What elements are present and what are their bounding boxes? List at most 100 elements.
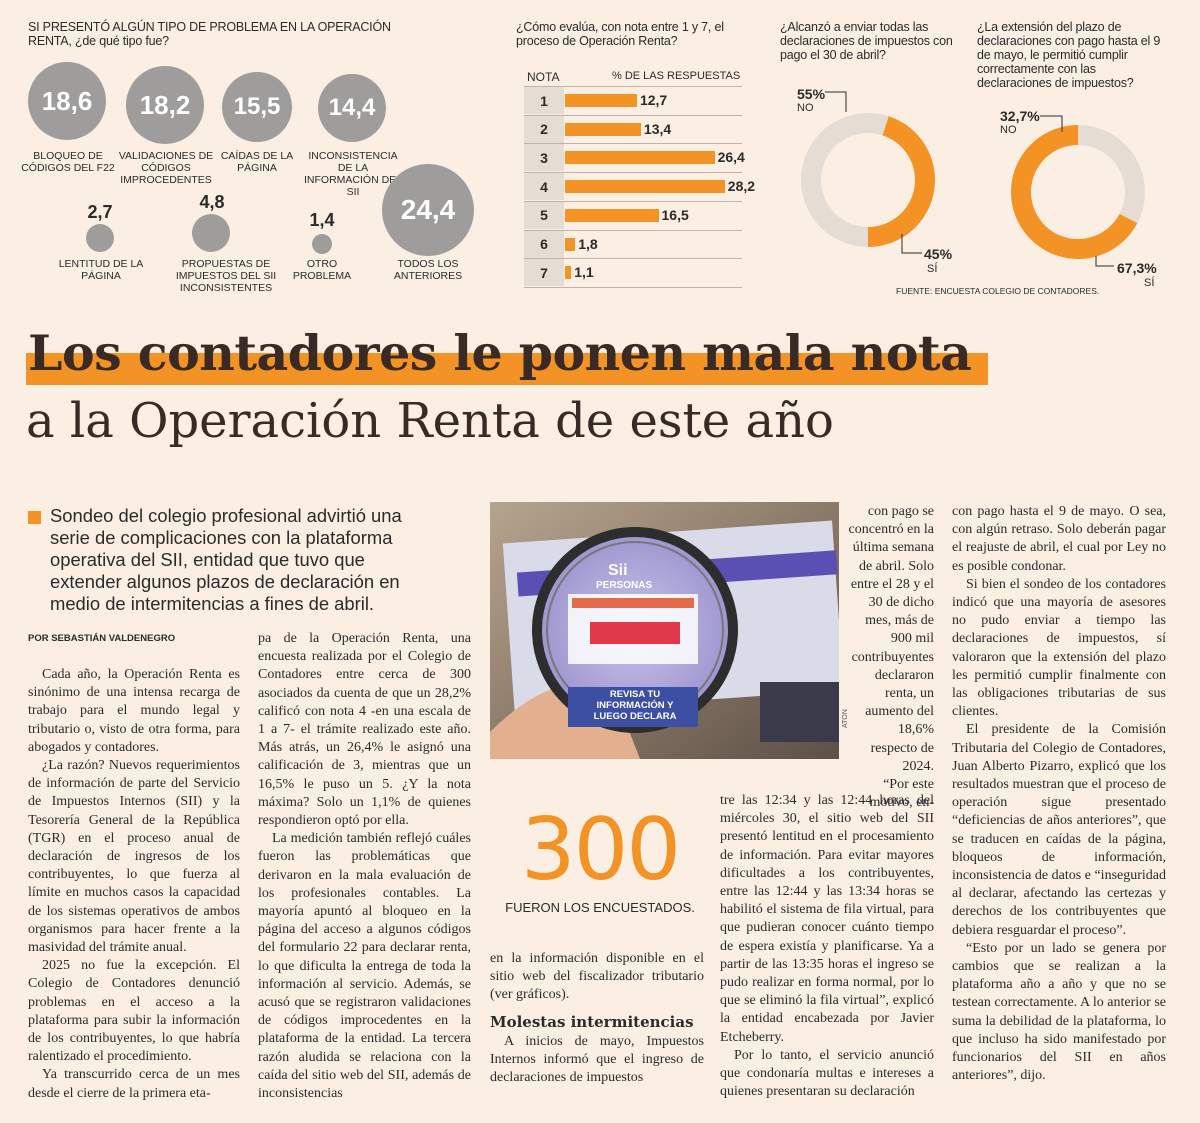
bar [565,151,715,165]
byline: POR SEBASTIÁN VALDENEGRO [28,633,176,644]
photo-illustration [490,502,839,759]
stat-value: 300 [520,800,681,900]
grades-pct-header: % DE LAS RESPUESTAS [612,70,741,82]
bar-value-label: 1,1 [574,264,594,281]
leader-lines [1040,115,1114,267]
donut-april-no-label: NO [797,102,814,114]
bubble-label: OTRO PROBLEMA [292,258,352,282]
grade-label: 2 [524,115,564,143]
bubble-label: TODOS LOS ANTERIORES [393,258,463,282]
screen-brand: Sii [608,562,628,579]
stat-caption: FUERON LOS ENCUESTADOS. [505,900,695,915]
donut-slice [1078,125,1145,224]
body-paragraph: 2025 no fue la excepción. El Colegio de … [28,958,240,1065]
body-column-4: tre las 12:34 y las 12:44 horas del miér… [720,792,934,1101]
screen-tab: PERSONAS [596,580,653,591]
donut-slice [868,116,935,248]
donut-april-title: ¿Alcanzó a enviar todas las declaracione… [780,20,953,62]
bubble-value: 4,8 [199,192,225,212]
bubble-dot [192,214,230,252]
body-paragraph: Por lo tanto, el servicio anunció que co… [720,1047,934,1100]
grade-label: 5 [524,201,564,229]
donut-april-yes-label: SÍ [927,263,938,275]
grades-bar-chart: NOTA % DE LAS RESPUESTAS 1 12,7 2 13,4 3 26,4… [524,68,755,288]
problems-title: SI PRESENTÓ ALGÚN TIPO DE PROBLEMA EN LA… [28,20,391,48]
bubble-value: 15,5 [222,72,292,142]
body-column-1: Cada año, la Operación Renta es sinónimo… [28,666,240,1103]
bar-row: 6 1,8 [524,229,742,258]
bubble-label: PROPUESTAS DE IMPUESTOS DEL SII INCONSIS… [175,258,277,294]
bubble-value: 18,6 [28,62,106,140]
body-paragraph: A inicios de mayo, Impuestos Internos in… [490,1033,704,1086]
bubble-label: INCONSISTENCIA DE LA INFORMACIÓN DEL SII [303,150,402,198]
magnifier-photo: Sii PERSONAS REVISA TU INFORMACIÓN Y LUE… [490,502,839,759]
body-paragraph: “Por este motivo, en- [869,777,934,811]
bar-row: 1 12,7 [524,86,742,114]
bubble-value: 24,4 [382,164,474,256]
body-paragraph: tre las 12:34 y las 12:44 horas del miér… [720,793,934,1045]
bubble-value: 2,7 [87,202,113,222]
bar-value-label: 1,8 [578,235,598,252]
donut-slice [1011,125,1138,259]
grade-label: 6 [524,230,564,258]
donut-april-no-value: 55% [797,86,826,102]
bar-row: 5 16,5 [524,200,742,229]
bubble-label: VALIDACIONES DE CÓDIGOS IMPROCEDENTES [118,150,214,186]
donut-may-no-label: NO [1000,124,1017,136]
bar-value-label: 13,4 [643,120,672,137]
donut-may-chart [1011,125,1145,259]
body-column-4-top: con pago se concentró en la última seman… [848,503,934,812]
body-paragraph: El presidente de la Comisión Tributaria … [952,722,1166,938]
bubble-value: 14,4 [318,74,386,142]
body-paragraph: con pago se concentró en la última seman… [848,504,934,774]
bar [565,180,725,194]
bubble-label: BLOQUEO DE CÓDIGOS DEL F22 [21,150,115,174]
bubble-value: 1,4 [309,210,335,230]
subheading: Molestas intermitencias [490,1012,694,1031]
source-note: FUENTE: ENCUESTA COLEGIO DE CONTADORES. [896,286,1100,296]
headline-line-2: a la Operación Renta de este año [26,393,834,449]
bar-value-label: 28,2 [727,178,756,195]
donut-may-title: ¿La extensión del plazo de declaraciones… [977,20,1161,90]
body-column-3: en la información disponible en el sitio… [490,950,704,1087]
bar-row: 4 28,2 [524,172,755,201]
body-paragraph: Si bien el sondeo de los contadores indi… [952,576,1166,720]
body-column-5: con pago hasta el 9 de mayo. O sea, con … [952,503,1166,1086]
body-paragraph: Cada año, la Operación Renta es sinónimo… [28,667,240,755]
donut-april-yes-value: 45% [924,246,953,262]
grade-label: 4 [524,173,564,201]
bubble-label: CAÍDAS DE LA PÁGINA [220,150,294,174]
grade-label: 3 [524,144,564,172]
body-paragraph: ¿La razón? Nuevos requerimientos de info… [28,758,240,956]
bar [565,94,637,107]
leader-lines [825,91,922,254]
bar-value-label: 16,5 [661,206,689,223]
bar [565,122,641,136]
bar-row: 2 13,4 [524,114,742,143]
lead-paragraph: Sondeo del colegio profesional advirtió … [50,505,402,614]
bar-row: 7 1,1 [524,258,742,287]
lead-bullet [28,511,41,524]
grade-label: 7 [524,259,564,287]
body-paragraph: con pago hasta el 9 de mayo. O sea, con … [952,504,1166,574]
screen-banner: REVISA TU INFORMACIÓN Y LUEGO DECLARA [593,689,677,722]
body-paragraph: Ya transcurrido cerca de un mes desde el… [28,1067,240,1101]
grade-label: 1 [524,87,564,114]
donut-may-yes-label: SÍ [1144,277,1155,289]
bar-row-end [524,286,742,288]
headline-line-1: Los contadores le ponen mala nota [26,323,988,389]
bar-value-label: 12,7 [639,92,668,108]
body-paragraph: “Esto por un lado se genera por cambios … [952,940,1166,1084]
bubble-value: 18,2 [126,66,204,144]
grades-title: ¿Cómo evalúa, con nota entre 1 y 7, el p… [516,20,724,48]
bar-row: 3 26,4 [524,143,745,172]
body-paragraph: La medición también reflejó cuáles fuero… [258,831,471,1102]
bar [565,237,576,251]
bubble-dot [312,234,332,254]
body-paragraph: en la información disponible en el sitio… [490,951,704,1003]
donut-may-no-value: 32,7% [1000,108,1040,124]
grades-col-header: NOTA [527,70,560,84]
bar-value-label: 26,4 [717,149,745,166]
bar [565,208,659,222]
donut-slice [800,112,889,248]
